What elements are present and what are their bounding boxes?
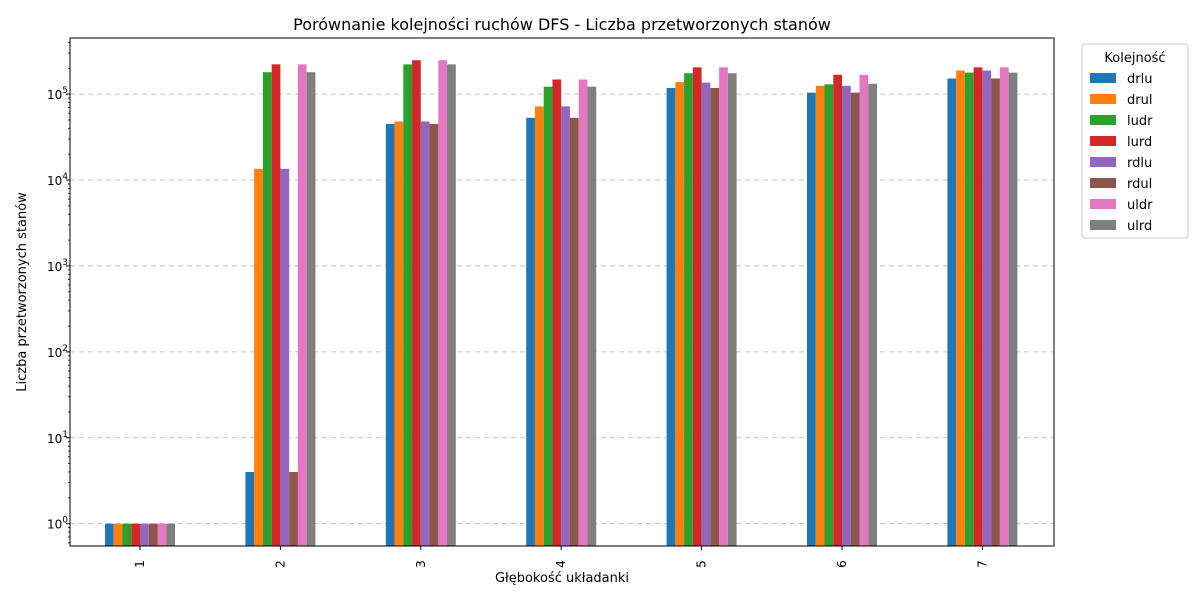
y-tick-exponent: 0	[62, 516, 68, 526]
legend-label-ulrd: ulrd	[1127, 219, 1152, 234]
bar-ulrd-7	[1008, 72, 1018, 547]
bar-lurd-6	[833, 74, 842, 546]
chart-title: Porównanie kolejności ruchów DFS - Liczb…	[293, 15, 831, 34]
bar-lurd-2	[271, 64, 281, 546]
bar-ludr-4	[543, 86, 553, 546]
bar-rdul-4	[569, 117, 579, 546]
bar-rdlu-3	[420, 121, 430, 546]
bar-lurd-5	[692, 67, 702, 546]
bar-ludr-7	[964, 72, 974, 547]
bar-uldr-1	[157, 523, 167, 546]
legend-swatch-rdlu	[1090, 157, 1116, 167]
bar-drul-2	[254, 168, 263, 547]
bar-uldr-6	[859, 74, 869, 546]
bar-rdul-5	[710, 87, 720, 546]
bar-ludr-2	[262, 72, 272, 547]
legend-label-rdlu: rdlu	[1127, 156, 1152, 171]
bar-drul-1	[113, 523, 123, 546]
legend-swatch-ludr	[1090, 115, 1116, 125]
bar-drlu-3	[385, 123, 395, 546]
bar-rdlu-4	[561, 106, 570, 547]
x-tick-label: 7	[975, 560, 989, 568]
bar-rdul-2	[289, 471, 298, 546]
bar-drlu-4	[526, 117, 535, 546]
x-tick-label: 3	[414, 560, 428, 568]
bar-lurd-7	[973, 67, 983, 546]
x-tick-label: 2	[273, 560, 287, 568]
bar-lurd-1	[131, 523, 140, 546]
bar-drlu-1	[105, 523, 114, 546]
y-tick-exponent: 5	[62, 86, 68, 96]
bar-ulrd-5	[727, 73, 737, 547]
bar-rdlu-7	[982, 70, 992, 547]
bar-drlu-5	[666, 87, 676, 546]
y-tick-exponent: 1	[62, 430, 68, 440]
bar-rdul-1	[148, 523, 158, 546]
x-axis-ticks: 1 2 3 4 5 6 7	[133, 546, 989, 568]
bar-ulrd-6	[868, 83, 877, 547]
bar-rdul-6	[850, 92, 860, 546]
bar-rdlu-5	[701, 82, 711, 547]
legend-box	[1081, 43, 1189, 239]
x-tick-label: 4	[554, 560, 568, 568]
bar-ulrd-1	[166, 523, 175, 546]
y-axis-label: Liczba przetworzonych stanów	[15, 192, 30, 392]
bar-lurd-3	[412, 60, 421, 547]
bar-drul-6	[815, 85, 825, 546]
bar-drul-7	[956, 70, 965, 547]
x-tick-label: 5	[695, 560, 709, 568]
bar-rdul-7	[991, 78, 1000, 546]
bar-ludr-5	[684, 73, 693, 547]
bar-uldr-2	[297, 64, 307, 546]
bar-uldr-5	[719, 67, 728, 546]
bar-drlu-6	[807, 92, 816, 546]
bar-ulrd-4	[587, 86, 597, 546]
bar-ludr-6	[824, 84, 834, 546]
x-tick-label: 6	[835, 560, 849, 568]
bar-drul-5	[675, 82, 685, 547]
bar-uldr-3	[438, 60, 448, 547]
bar-drlu-2	[245, 471, 255, 546]
bar-drul-4	[534, 106, 544, 547]
legend-swatch-lurd	[1090, 136, 1116, 146]
legend-swatch-ulrd	[1090, 220, 1116, 230]
legend-swatch-rdul	[1090, 178, 1116, 188]
x-tick-label: 1	[133, 560, 147, 568]
bar-lurd-4	[552, 79, 562, 546]
bar-uldr-4	[578, 79, 588, 546]
y-tick-exponent: 3	[62, 258, 68, 268]
grid-lines	[70, 93, 1054, 525]
legend: Kolejność drlu drul ludr lurd rdlu rdul uldr ul…	[1081, 43, 1189, 239]
bar-ludr-1	[122, 523, 132, 546]
y-tick-exponent: 2	[62, 344, 68, 354]
legend-label-drul: drul	[1127, 93, 1152, 108]
legend-swatch-drlu	[1090, 73, 1116, 83]
legend-swatch-uldr	[1090, 199, 1116, 209]
bar-rdlu-1	[140, 523, 149, 546]
bar-ludr-3	[403, 64, 413, 546]
bar-uldr-7	[999, 67, 1009, 546]
legend-label-ludr: ludr	[1127, 114, 1153, 129]
legend-label-drlu: drlu	[1127, 72, 1152, 87]
x-axis-label: Głębokość układanki	[495, 571, 629, 586]
bars	[105, 60, 1018, 547]
bar-ulrd-2	[306, 72, 316, 547]
bar-drul-3	[394, 121, 404, 546]
bar-drlu-7	[947, 78, 957, 546]
bar-rdul-3	[429, 123, 439, 546]
legend-title: Kolejność	[1104, 51, 1165, 66]
bar-rdlu-2	[280, 168, 290, 547]
bar-rdlu-6	[842, 85, 851, 546]
legend-label-lurd: lurd	[1127, 135, 1152, 150]
y-tick-exponent: 4	[62, 172, 68, 182]
bar-ulrd-3	[447, 64, 456, 546]
legend-label-uldr: uldr	[1127, 198, 1153, 213]
legend-swatch-drul	[1090, 94, 1116, 104]
legend-label-rdul: rdul	[1127, 177, 1152, 192]
